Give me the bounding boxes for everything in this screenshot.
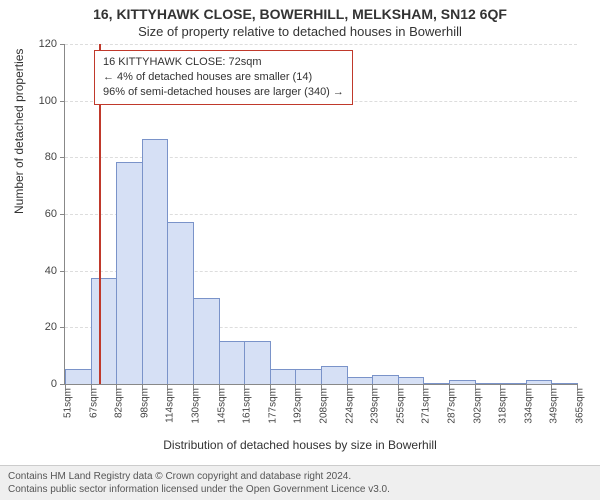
xtick-label: 271sqm: [421, 388, 432, 424]
page-title: 16, KITTYHAWK CLOSE, BOWERHILL, MELKSHAM…: [0, 0, 600, 22]
x-axis-label: Distribution of detached houses by size …: [0, 438, 600, 452]
histogram-bar: [295, 369, 322, 384]
histogram-bar: [65, 369, 92, 384]
xtick-label: 51sqm: [63, 388, 74, 418]
xtick-label: 192sqm: [293, 388, 304, 424]
xtick-label: 145sqm: [216, 388, 227, 424]
footer: Contains HM Land Registry data © Crown c…: [0, 465, 600, 500]
ytick-mark: [60, 327, 65, 328]
xtick-label: 239sqm: [370, 388, 381, 424]
xtick-label: 98sqm: [139, 388, 150, 418]
ytick-label: 80: [27, 151, 57, 163]
xtick-label: 302sqm: [472, 388, 483, 424]
annotation-box: 16 KITTYHAWK CLOSE: 72sqm ← 4% of detach…: [94, 50, 353, 105]
ytick-label: 20: [27, 321, 57, 333]
histogram-bar: [142, 139, 169, 384]
page-subtitle: Size of property relative to detached ho…: [0, 22, 600, 39]
histogram-bar: [398, 377, 425, 384]
annotation-line-1: 16 KITTYHAWK CLOSE: 72sqm: [103, 55, 344, 70]
histogram-bar: [219, 341, 246, 385]
histogram-bar: [526, 380, 553, 384]
xtick-label: 82sqm: [114, 388, 125, 418]
ytick-label: 40: [27, 265, 57, 277]
y-axis-label: Number of detached properties: [12, 49, 26, 214]
ytick-mark: [60, 214, 65, 215]
footer-line-1: Contains HM Land Registry data © Crown c…: [8, 470, 592, 483]
xtick-label: 334sqm: [523, 388, 534, 424]
histogram-bar: [91, 278, 118, 384]
xtick-label: 349sqm: [549, 388, 560, 424]
xtick-label: 161sqm: [242, 388, 253, 424]
histogram-bar: [475, 383, 502, 384]
histogram-bar: [116, 162, 143, 384]
footer-line-2: Contains public sector information licen…: [8, 483, 592, 496]
histogram-bar: [193, 298, 220, 384]
histogram-bar: [321, 366, 348, 384]
xtick-label: 365sqm: [575, 388, 586, 424]
xtick-label: 208sqm: [319, 388, 330, 424]
histogram-bar: [167, 222, 194, 385]
chart-area: 02040608010012051sqm67sqm82sqm98sqm114sq…: [64, 44, 576, 384]
xtick-label: 114sqm: [165, 388, 176, 423]
ytick-mark: [60, 271, 65, 272]
ytick-mark: [60, 157, 65, 158]
xtick-label: 287sqm: [447, 388, 458, 424]
annotation-line-2: ← 4% of detached houses are smaller (14): [103, 70, 344, 85]
chart-container: 16, KITTYHAWK CLOSE, BOWERHILL, MELKSHAM…: [0, 0, 600, 500]
ytick-mark: [60, 44, 65, 45]
xtick-label: 130sqm: [191, 388, 202, 424]
xtick-label: 255sqm: [395, 388, 406, 424]
ytick-label: 0: [27, 378, 57, 390]
histogram-bar: [423, 383, 450, 384]
histogram-bar: [372, 375, 399, 385]
annotation-line-3: 96% of semi-detached houses are larger (…: [103, 85, 344, 100]
histogram-bar: [270, 369, 297, 384]
xtick-label: 177sqm: [267, 388, 278, 424]
gridline: [65, 44, 577, 45]
ytick-label: 100: [27, 95, 57, 107]
ytick-label: 60: [27, 208, 57, 220]
xtick-label: 318sqm: [498, 388, 509, 424]
histogram-bar: [449, 380, 476, 384]
xtick-label: 224sqm: [344, 388, 355, 424]
histogram-bar: [500, 383, 527, 384]
ytick-mark: [60, 101, 65, 102]
histogram-bar: [551, 383, 578, 384]
histogram-bar: [347, 377, 374, 384]
ytick-label: 120: [27, 38, 57, 50]
histogram-bar: [244, 341, 271, 385]
xtick-label: 67sqm: [88, 388, 99, 418]
